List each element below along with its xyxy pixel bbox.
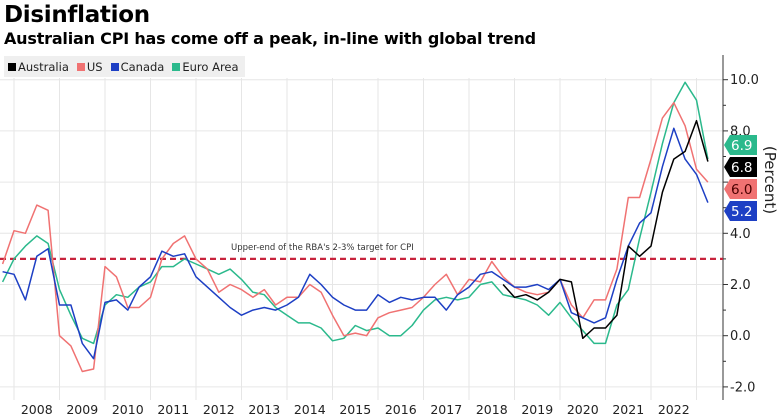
reference-line-label: Upper-end of the RBA's 2-3% target for C… <box>231 243 414 253</box>
tag-background <box>724 135 757 155</box>
x-tick-label: 2018 <box>476 402 508 417</box>
last-value-tag-canada: 5.2 <box>724 201 757 221</box>
series-line-us <box>1 101 709 373</box>
y-tick-label: 2.0 <box>730 278 751 293</box>
legend-label: Canada <box>120 59 165 74</box>
x-tick-label: 2011 <box>157 402 189 417</box>
x-tick-label: 2017 <box>430 402 462 417</box>
series-line-canada <box>2 127 709 360</box>
x-tick-label: 2022 <box>658 402 690 417</box>
chart-title: Disinflation <box>4 2 150 28</box>
tag-value: 5.2 <box>731 204 752 220</box>
legend-item-euro-area: Euro Area <box>172 59 239 74</box>
x-tick-label: 2008 <box>21 402 53 417</box>
y-tick-label: 10.0 <box>730 73 759 88</box>
series-line-euro-area <box>1 81 709 345</box>
tag-background <box>724 201 757 221</box>
x-tick-label: 2012 <box>203 402 235 417</box>
x-tick-label: 2013 <box>248 402 280 417</box>
y-tick-label: -2.0 <box>730 380 755 395</box>
tag-value: 6.8 <box>731 160 752 176</box>
x-tick-label: 2010 <box>112 402 144 417</box>
x-tick-label: 2019 <box>521 402 553 417</box>
y-tick-label: 4.0 <box>730 227 751 242</box>
legend-label: US <box>86 59 103 74</box>
legend-swatch <box>172 62 181 71</box>
x-tick-label: 2009 <box>66 402 98 417</box>
legend: Australia US Canada Euro Area <box>4 56 245 77</box>
series-line-australia <box>502 119 709 340</box>
x-tick-label: 2016 <box>385 402 417 417</box>
tag-background <box>724 157 757 177</box>
x-tick-label: 2021 <box>612 402 644 417</box>
x-tick-label: 2014 <box>294 402 326 417</box>
legend-label: Australia <box>18 59 69 74</box>
legend-label: Euro Area <box>182 59 239 74</box>
last-value-tag-euro-area: 6.9 <box>724 135 757 155</box>
last-value-tag-australia: 6.8 <box>724 157 757 177</box>
legend-item-us: US <box>76 59 103 74</box>
last-value-tag-us: 6.0 <box>724 179 757 199</box>
y-tick-label: 0.0 <box>730 329 751 344</box>
legend-swatch <box>8 62 16 71</box>
tag-background <box>724 179 757 199</box>
x-tick-label: 2015 <box>339 402 371 417</box>
y-axis-label: (Percent) <box>761 146 779 214</box>
x-tick-label: 2020 <box>567 402 599 417</box>
tag-value: 6.0 <box>731 182 752 198</box>
legend-item-canada: Canada <box>110 59 165 74</box>
tag-value: 6.9 <box>731 138 752 154</box>
legend-swatch <box>110 62 119 71</box>
legend-swatch <box>76 62 85 71</box>
legend-item-australia: Australia <box>8 60 69 74</box>
chart-subtitle: Australian CPI has come off a peak, in-l… <box>4 29 536 48</box>
